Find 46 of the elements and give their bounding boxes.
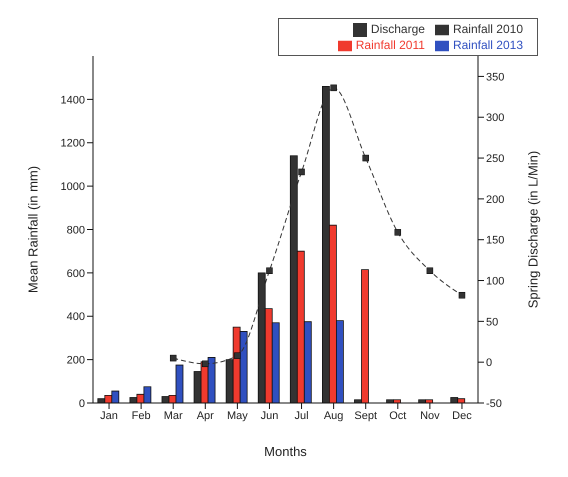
y2-axis-title: Spring Discharge (in L/Min)	[526, 150, 541, 308]
y-axis-title: Mean Rainfall (in mm)	[26, 166, 41, 294]
legend-label: Rainfall 2013	[452, 38, 523, 52]
x-tick-label: Jun	[260, 410, 278, 422]
point	[330, 84, 337, 92]
x-tick-label: May	[226, 410, 248, 422]
y2-tick-label: -50	[486, 398, 502, 410]
y-tick-label: 0	[78, 398, 85, 410]
point	[362, 154, 369, 162]
x-tick-label: Feb	[132, 410, 151, 422]
y-tick-label: 1000	[60, 181, 85, 194]
y2-tick-label: 50	[486, 316, 498, 328]
point	[426, 267, 434, 274]
legend-label: Rainfall 2011	[356, 38, 425, 52]
point	[458, 292, 466, 298]
point	[170, 354, 176, 362]
y2-tick-label: 200	[486, 194, 504, 206]
y2-tick-label: 100	[486, 275, 504, 288]
point	[298, 168, 305, 176]
point	[234, 352, 241, 359]
y2-tick-label: 350	[486, 71, 504, 84]
x-axis-title: Months	[264, 444, 308, 459]
x-tick-label: Sept	[354, 410, 378, 422]
y-tick-label: 800	[66, 224, 85, 236]
point	[394, 229, 402, 236]
x-tick-label: Aug	[324, 410, 344, 422]
x-tick-label: Nov	[420, 410, 440, 422]
y-tick-label: 400	[66, 311, 85, 324]
y2-tick-label: 150	[486, 234, 504, 247]
y2-tick-label: 0	[486, 357, 492, 370]
legend-label: Rainfall 2010	[452, 22, 523, 36]
legend-label: Discharge	[370, 22, 425, 36]
x-tick-label: Mar	[164, 410, 184, 422]
y-tick-label: 200	[66, 354, 85, 367]
point	[202, 360, 209, 368]
y-tick-label: 600	[66, 268, 85, 280]
y-tick-label: 1400	[60, 94, 85, 106]
point	[266, 267, 273, 274]
x-tick-label: Oct	[389, 410, 406, 422]
x-tick-label: Dec	[452, 410, 472, 422]
x-tick-label: Jul	[294, 410, 309, 422]
y2-tick-label: 250	[486, 152, 504, 165]
x-tick-label: Apr	[196, 410, 214, 422]
x-tick-label: Jan	[100, 410, 118, 422]
y2-tick-label: 300	[486, 112, 504, 124]
y-tick-label: 1200	[60, 138, 85, 150]
